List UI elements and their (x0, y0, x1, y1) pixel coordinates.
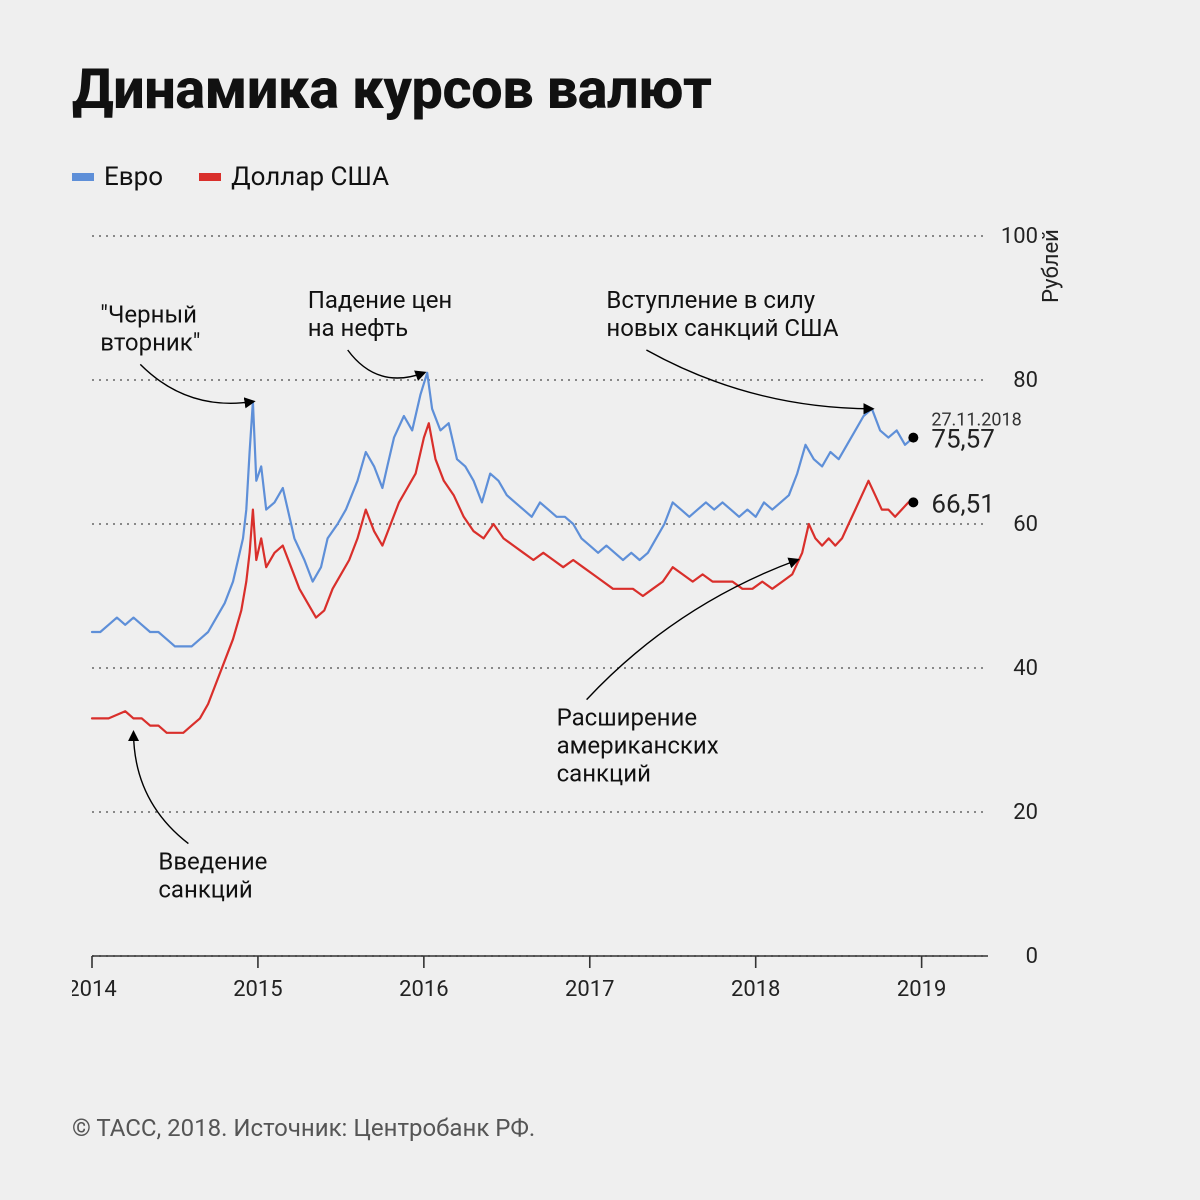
series-usd (92, 423, 913, 733)
svg-text:40: 40 (1013, 656, 1038, 681)
legend-item-usd: Доллар США (199, 162, 389, 192)
annotation-arrow-sanctions_intro (134, 733, 189, 844)
legend-item-euro: Евро (72, 162, 163, 192)
end-marker (908, 497, 918, 507)
svg-text:2017: 2017 (565, 977, 614, 1002)
svg-text:2019: 2019 (897, 977, 946, 1002)
annotation-oil_drop: на нефть (308, 314, 408, 342)
svg-text:80: 80 (1013, 368, 1038, 393)
svg-text:2014: 2014 (72, 977, 117, 1002)
annotation-sanctions_intro: санкций (158, 876, 252, 904)
annotation-sanctions_exp: Расширение (557, 704, 698, 732)
annotation-oil_drop: Падение цен (308, 286, 453, 314)
legend-label-usd: Доллар США (231, 162, 389, 192)
annotation-arrow-oil_drop (348, 350, 424, 378)
svg-text:60: 60 (1013, 512, 1038, 537)
annotation-sanctions_exp: санкций (557, 760, 651, 788)
series-euro (92, 373, 913, 647)
svg-text:0: 0 (1026, 944, 1038, 969)
svg-text:2016: 2016 (399, 977, 448, 1002)
annotation-new_sanctions: Вступление в силу (606, 286, 815, 314)
legend-swatch-euro (72, 173, 94, 181)
annotation-black_tuesday: "Черный (100, 300, 197, 328)
legend-label-euro: Евро (104, 162, 163, 192)
end-marker (908, 433, 918, 443)
annotation-new_sanctions: новых санкций США (606, 314, 838, 342)
svg-text:Рублей: Рублей (1039, 229, 1064, 303)
page-title: Динамика курсов валют (72, 56, 1128, 122)
currency-chart: 0 20 40 60 80 100Рублей "Черныйвторник" Падени… (72, 216, 1128, 1026)
svg-text:20: 20 (1013, 800, 1038, 825)
svg-text:2018: 2018 (731, 977, 780, 1002)
svg-text:100: 100 (1001, 224, 1038, 249)
annotation-sanctions_intro: Введение (158, 848, 267, 876)
annotation-black_tuesday: вторник" (100, 328, 200, 356)
annotation-sanctions_exp: американских (557, 732, 719, 760)
annotation-arrow-black_tuesday (140, 364, 253, 403)
legend-swatch-usd (199, 173, 221, 181)
legend: Евро Доллар США (72, 162, 1128, 192)
svg-text:2015: 2015 (233, 977, 282, 1002)
end-value: 75,57 (931, 425, 995, 455)
end-value: 66,51 (931, 489, 995, 519)
footer-credits: © ТАСС, 2018. Источник: Центробанк РФ. (72, 1114, 535, 1142)
infographic-page: Динамика курсов валют Евро Доллар США 0 2… (0, 0, 1200, 1200)
